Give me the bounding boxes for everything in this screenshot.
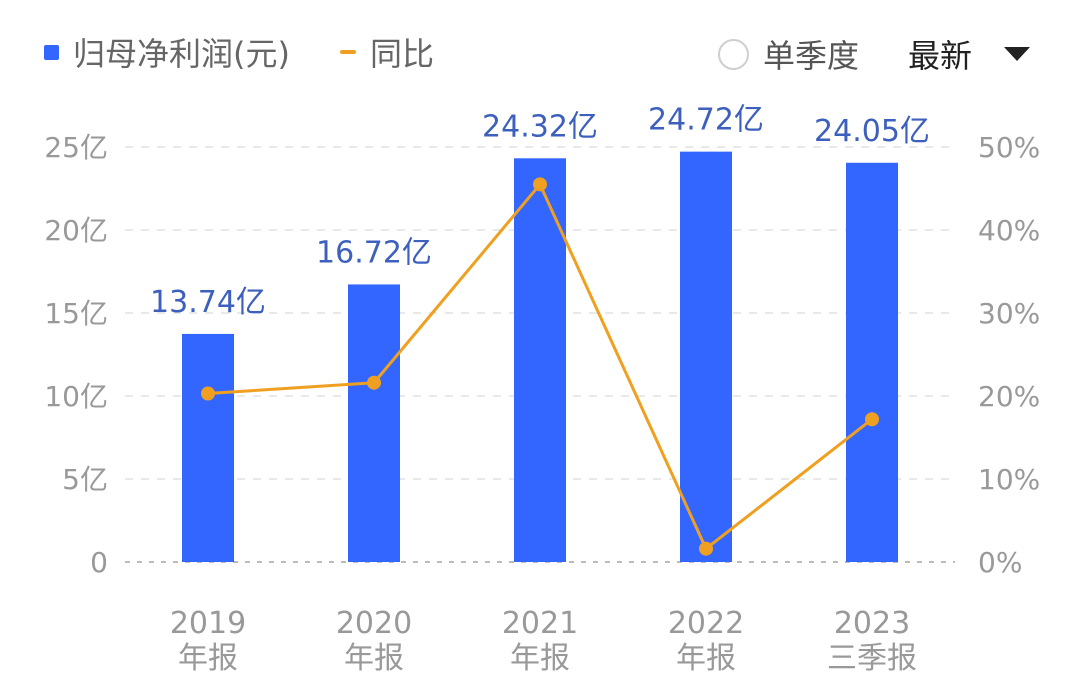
- radio-circle-icon[interactable]: [718, 38, 749, 70]
- chevron-down-icon: [1004, 47, 1031, 61]
- category-period-label: 年报: [178, 641, 238, 676]
- yoy-point[interactable]: [367, 375, 381, 390]
- latest-dropdown[interactable]: 最新: [908, 30, 1031, 78]
- right-axis-tick-label: 20%: [978, 380, 1040, 413]
- data-labels: 13.74亿 16.72亿 24.32亿 24.72亿 24.05亿: [150, 103, 930, 320]
- single-quarter-toggle[interactable]: 单季度: [718, 30, 859, 78]
- grid-lines: [125, 146, 955, 563]
- right-axis-tick-label: 10%: [978, 463, 1040, 496]
- line-legend-swatch-icon: [340, 50, 356, 54]
- net-profit-value-label: 16.72亿: [316, 235, 432, 270]
- net-profit-bar[interactable]: [182, 333, 234, 562]
- right-axis-tick-label: 50%: [978, 131, 1040, 164]
- single-quarter-label: 单季度: [763, 37, 860, 75]
- right-axis-tick-label: 0%: [978, 546, 1022, 579]
- latest-dropdown-label: 最新: [908, 37, 973, 75]
- category-year-label: 2020: [336, 606, 412, 641]
- yoy-point[interactable]: [533, 177, 547, 192]
- net-profit-value-label: 13.74亿: [150, 285, 266, 320]
- net-profit-value-label: 24.05亿: [814, 114, 930, 149]
- left-axis-tick-label: 25亿: [44, 131, 108, 164]
- axis-labels: 05亿10亿15亿20亿25亿0%10%20%30%40%50%2019年报20…: [44, 131, 1040, 676]
- legend-net-profit-label: 归母净利润(元): [73, 35, 290, 73]
- left-axis-tick-label: 0: [90, 546, 108, 579]
- left-axis-tick-label: 15亿: [44, 297, 108, 330]
- legend-net-profit[interactable]: 归母净利润(元): [44, 30, 290, 74]
- legend-yoy[interactable]: 同比: [340, 30, 434, 74]
- net-profit-bar[interactable]: [514, 158, 566, 562]
- bar-legend-swatch-icon: [44, 44, 59, 60]
- category-period-label: 年报: [676, 641, 736, 676]
- category-period-label: 年报: [344, 641, 404, 676]
- yoy-point[interactable]: [699, 541, 713, 556]
- category-year-label: 2022: [668, 606, 744, 641]
- legend-yoy-label: 同比: [370, 35, 435, 73]
- net-profit-bar[interactable]: [348, 284, 400, 562]
- right-axis-tick-label: 40%: [978, 214, 1040, 247]
- chart-toolbar: 归母净利润(元) 同比 单季度 最新: [0, 0, 1080, 110]
- bars: [182, 151, 898, 562]
- right-axis-tick-label: 30%: [978, 297, 1040, 330]
- left-axis-tick-label: 5亿: [62, 463, 108, 496]
- net-profit-bar[interactable]: [680, 151, 732, 562]
- category-period-label: 年报: [510, 641, 570, 676]
- yoy-line-series: [201, 177, 879, 556]
- yoy-point[interactable]: [865, 412, 879, 427]
- net-profit-value-label: 24.32亿: [482, 109, 598, 144]
- left-axis-tick-label: 10亿: [44, 380, 108, 413]
- yoy-point[interactable]: [201, 386, 215, 401]
- net-profit-bar[interactable]: [846, 162, 898, 562]
- category-year-label: 2019: [170, 606, 246, 641]
- left-axis-tick-label: 20亿: [44, 214, 108, 247]
- net-profit-value-label: 24.72亿: [648, 103, 764, 138]
- category-year-label: 2021: [502, 606, 578, 641]
- category-period-label: 三季报: [827, 641, 917, 676]
- category-year-label: 2023: [834, 606, 910, 641]
